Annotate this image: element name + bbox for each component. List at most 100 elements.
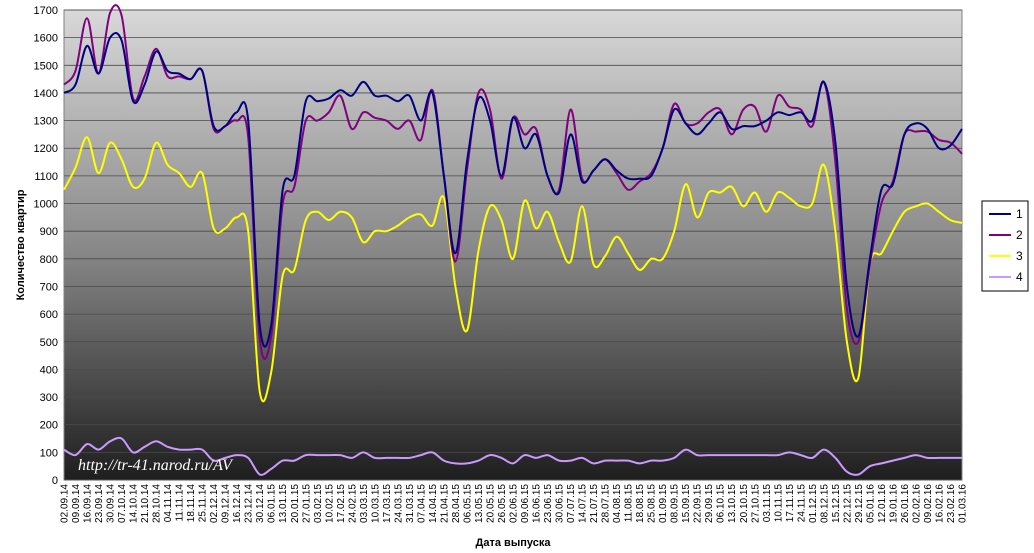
x-tick-label: 14.04.15 [428,484,439,523]
x-tick-label: 22.09.15 [693,484,704,523]
x-tick-label: 24.03.15 [393,484,404,523]
y-tick-label: 1300 [34,116,58,128]
x-tick-label: 30.06.15 [555,484,566,523]
x-tick-label: 11.08.15 [624,484,635,523]
x-tick-label: 15.12.15 [831,484,842,523]
y-tick-label: 1400 [34,88,58,100]
x-tick-label: 11.11.14 [175,484,186,522]
x-tick-label: 25.08.15 [647,484,658,523]
x-tick-label: 19.01.16 [888,484,899,523]
x-tick-label: 02.02.16 [911,484,922,523]
x-tick-label: 17.11.15 [785,484,796,523]
x-tick-label: 16.02.16 [934,484,945,523]
x-tick-label: 24.02.15 [347,484,358,523]
y-tick-label: 1500 [34,60,58,72]
x-tick-label: 21.10.14 [140,484,151,523]
x-tick-label: 20.01.15 [290,484,301,523]
y-axis-ticks: 0 100 200 300 400 500 600 700 800 900 1000 1100 1200… [34,5,58,487]
x-tick-label: 20.05.15 [485,484,496,523]
x-tick-label: 06.05.15 [462,484,473,523]
x-tick-label: 27.10.15 [750,484,761,523]
y-tick-label: 0 [52,475,58,487]
x-tick-label: 03.02.15 [313,484,324,523]
x-tick-label: 04.08.15 [612,484,623,523]
x-tick-label: 16.09.14 [83,484,94,523]
y-tick-label: 1100 [34,171,58,183]
x-tick-label: 27.01.15 [301,484,312,523]
series-line-1 [63,31,963,348]
x-tick-label: 10.02.15 [324,484,335,523]
x-tick-label: 07.07.15 [566,484,577,523]
x-tick-label: 17.03.15 [382,484,393,523]
x-tick-label: 25.11.14 [198,484,209,523]
plot-area [63,9,963,481]
x-tick-label: 03.11.15 [762,484,773,523]
x-tick-label: 01.12.15 [808,484,819,523]
x-tick-label: 06.10.15 [716,484,727,523]
x-tick-label: 08.09.15 [670,484,681,523]
x-tick-label: 08.12.15 [819,484,830,523]
x-tick-label: 20.10.15 [739,484,750,523]
y-tick-label: 900 [40,226,58,238]
y-tick-label: 1000 [34,199,58,211]
x-tick-label: 17.02.15 [336,484,347,523]
x-tick-label: 09.12.14 [221,484,232,523]
x-tick-label: 03.03.15 [359,484,370,523]
x-tick-label: 18.11.14 [186,484,197,523]
x-tick-label: 29.12.15 [854,484,865,523]
x-tick-label: 21.07.15 [589,484,600,523]
x-tick-label: 12.01.16 [877,484,888,523]
x-tick-label: 24.11.15 [796,484,807,523]
x-tick-label: 02.06.15 [509,484,520,523]
x-tick-label: 13.10.15 [727,484,738,523]
x-tick-label: 31.03.15 [405,484,416,523]
y-tick-label: 100 [40,447,58,459]
x-tick-label: 10.03.15 [370,484,381,523]
x-tick-label: 30.09.14 [106,484,117,523]
x-axis-title: Дата выпуска [476,537,552,549]
x-tick-label: 23.06.15 [543,484,554,523]
legend-label-3: 3 [1016,249,1023,263]
y-tick-label: 600 [40,309,58,321]
x-tick-label: 30.12.14 [255,484,266,523]
y-tick-label: 500 [40,337,58,349]
x-tick-label: 05.01.16 [865,484,876,523]
x-tick-label: 23.12.14 [244,484,255,523]
y-axis-title: Количество квартир [15,189,27,300]
x-tick-label: 01.03.16 [958,484,969,523]
legend-label-1: 1 [1016,207,1023,221]
y-tick-label: 800 [40,254,58,266]
x-tick-label: 22.12.15 [842,484,853,523]
x-tick-label: 26.01.16 [900,484,911,523]
y-tick-label: 400 [40,364,58,376]
x-tick-label: 06.01.15 [267,484,278,523]
watermark-text: http://tr-41.narod.ru/AV [78,457,234,474]
x-tick-label: 04.11.14 [163,484,174,523]
x-tick-label: 07.04.15 [416,484,427,523]
legend-label-4: 4 [1016,270,1023,284]
x-tick-label: 10.11.15 [773,484,784,523]
x-tick-label: 16.12.14 [232,484,243,523]
x-tick-label: 14.07.15 [578,484,589,523]
y-tick-label: 200 [40,420,58,432]
x-tick-label: 13.05.15 [474,484,485,523]
legend-label-2: 2 [1016,228,1023,242]
x-tick-label: 09.06.15 [520,484,531,523]
series-line-3 [63,136,963,403]
y-tick-label: 1200 [34,143,58,155]
series-line-4 [63,436,962,476]
x-tick-label: 28.07.15 [601,484,612,523]
y-tick-label: 700 [40,281,58,293]
x-tick-label: 23.09.14 [94,484,105,523]
x-tick-label: 01.09.15 [658,484,669,523]
y-tick-label: 300 [40,392,58,404]
x-tick-label: 09.09.14 [71,484,82,523]
x-tick-label: 29.09.15 [704,484,715,523]
x-tick-label: 02.09.14 [60,484,71,523]
legend: 1 2 3 4 [981,200,1029,292]
x-tick-label: 14.10.14 [129,484,140,523]
x-tick-label: 28.10.14 [152,484,163,523]
x-tick-label: 18.08.15 [635,484,646,523]
y-tick-label: 1600 [34,33,58,45]
